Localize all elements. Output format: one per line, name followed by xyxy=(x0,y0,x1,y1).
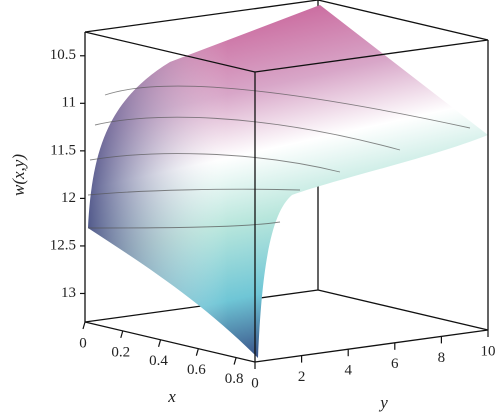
x-tick-label: 0.4 xyxy=(149,353,168,369)
box-edge xyxy=(317,289,489,331)
z-tick-label: 12.5 xyxy=(50,237,76,253)
box-edge xyxy=(84,31,256,73)
z-tick-label: 12 xyxy=(61,190,76,206)
z-axis-label: w(x,y) xyxy=(9,154,28,196)
box-edge xyxy=(317,0,489,41)
box-edge xyxy=(84,321,256,363)
y-tick-label: 2 xyxy=(298,369,306,385)
y-tick-label: 4 xyxy=(344,363,352,379)
surface xyxy=(87,5,488,358)
y-axis-label: y xyxy=(378,393,388,412)
z-tick-label: 11 xyxy=(62,95,76,111)
x-tick xyxy=(157,339,162,347)
box-front: 10.5 11 11.5 12 12.5 13 0 0.2 0.4 0.6 0.8 0 2 4 6 8 10 xyxy=(50,0,496,391)
z-tick-label: 11.5 xyxy=(50,142,76,158)
box-edge xyxy=(84,0,319,33)
x-tick-label: 0 xyxy=(79,335,87,351)
x-axis-label: x xyxy=(167,387,176,406)
x-tick-label: 0.6 xyxy=(187,362,206,378)
x-tick xyxy=(82,321,86,330)
box-edge xyxy=(254,39,489,73)
x-tick xyxy=(120,330,124,339)
x-tick xyxy=(233,357,237,365)
box-edge xyxy=(254,329,489,363)
y-tick-label: 10 xyxy=(481,343,496,359)
x-tick xyxy=(195,348,199,356)
z-tick-label: 10.5 xyxy=(50,47,76,63)
z-tick-label: 13 xyxy=(61,285,76,301)
x-tick-label: 0.2 xyxy=(111,344,130,360)
y-tick-label: 6 xyxy=(391,356,399,372)
y-tick-label: 0 xyxy=(251,375,259,391)
y-tick-label: 8 xyxy=(438,350,446,366)
x-tick-label: 0.8 xyxy=(225,371,244,387)
